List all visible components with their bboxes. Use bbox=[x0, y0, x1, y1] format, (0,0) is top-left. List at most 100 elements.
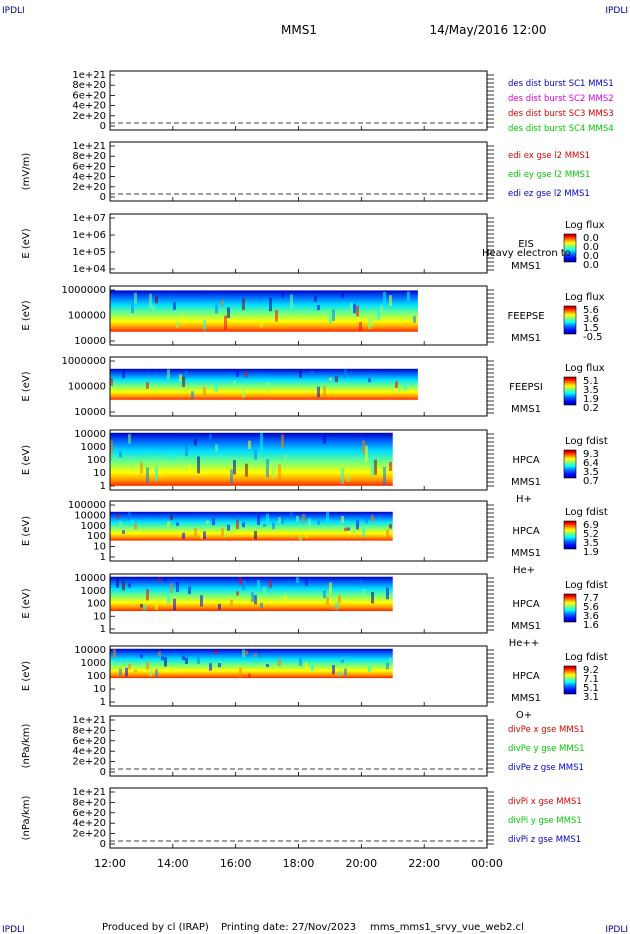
y-tick-label: 100000 bbox=[68, 311, 106, 322]
instrument-label: EIS bbox=[518, 239, 534, 250]
colorbar-title: Log fdist bbox=[565, 580, 608, 591]
spectrogram-cell bbox=[245, 650, 248, 655]
spectrogram-cell bbox=[275, 310, 278, 322]
spectrogram-cell bbox=[242, 580, 245, 591]
spectrogram-cell bbox=[134, 669, 137, 673]
y-tick-label: 4e+20 bbox=[72, 172, 106, 183]
spectrogram-cell bbox=[260, 432, 263, 451]
corner-label-bottom-right: IPDLI bbox=[605, 925, 628, 934]
colorbar-value: 3.6 bbox=[583, 314, 599, 325]
y-tick-label: 2e+20 bbox=[72, 757, 106, 768]
panel-4: 1000000 100000 10000 E (eV) Log flux 5.63.61.… bbox=[21, 285, 605, 347]
colorbar-value: 0.0 bbox=[583, 233, 599, 244]
colorbar bbox=[563, 233, 577, 263]
spectrogram-cell bbox=[365, 517, 368, 524]
spectrogram-cell bbox=[344, 369, 347, 378]
spectrogram-cell bbox=[182, 315, 185, 324]
y-tick-label: 1e+06 bbox=[72, 230, 106, 241]
spectrogram-cell bbox=[338, 594, 341, 604]
y-tick-label: 10000 bbox=[74, 573, 106, 584]
spectrogram-cell bbox=[257, 580, 260, 591]
legend-entry: divPe z gse MMS1 bbox=[508, 763, 584, 773]
y-tick-label: 1000 bbox=[81, 658, 106, 669]
spectrogram-cell bbox=[341, 659, 344, 663]
instrument-label: HPCA bbox=[512, 455, 540, 466]
spectrogram-cell bbox=[176, 522, 179, 526]
colorbar-value: 1.5 bbox=[583, 323, 599, 334]
footer-file: mms_mms1_srvy_vue_web2.cl bbox=[370, 922, 524, 933]
spectrogram-cell bbox=[167, 667, 170, 673]
spacecraft-label: MMS1 bbox=[511, 333, 541, 344]
colorbar-value: 1.9 bbox=[583, 547, 599, 558]
spacecraft-label: MMS1 bbox=[511, 621, 541, 632]
y-tick-label: 100000 bbox=[68, 382, 106, 393]
spectrogram-cell bbox=[383, 530, 386, 537]
spectrogram-cell bbox=[350, 302, 353, 312]
spectrogram-cell bbox=[341, 515, 344, 523]
spectrogram-cell bbox=[128, 663, 131, 670]
colorbar-value: 5.1 bbox=[583, 376, 599, 387]
y-axis-label: E (eV) bbox=[21, 371, 32, 401]
y-tick-label: 1e+21 bbox=[72, 715, 106, 726]
footer-printing-date: Printing date: 27/Nov/2023 bbox=[221, 922, 356, 933]
y-tick-label: 1 bbox=[100, 481, 106, 492]
y-tick-label: 100 bbox=[87, 531, 106, 542]
spacecraft-label: MMS1 bbox=[511, 261, 541, 272]
spectrogram-cell bbox=[347, 527, 350, 531]
colorbar-title: Log flux bbox=[565, 363, 605, 374]
spectrogram-cell bbox=[278, 517, 281, 524]
x-tick-label: 18:00 bbox=[283, 857, 315, 870]
y-axis-label: E (eV) bbox=[21, 300, 32, 330]
spectrogram-cell bbox=[191, 391, 194, 399]
species-label: He+ bbox=[513, 565, 535, 576]
spectrogram-cell bbox=[329, 377, 332, 381]
legend-entry: des dist burst SC2 MMS2 bbox=[508, 94, 614, 104]
spectrogram-cell bbox=[413, 316, 416, 323]
spectrogram-cell bbox=[218, 663, 221, 668]
corner-label-bottom-left: IPDLI bbox=[2, 925, 25, 934]
legend-entry: edi ez gse l2 MMS1 bbox=[508, 189, 590, 199]
spectrogram-cell bbox=[281, 434, 284, 448]
colorbar-value: 0.7 bbox=[583, 476, 599, 487]
panel-6: 10000 1000 100 10 1 E (eV) Log fdist 9.36.43.50… bbox=[21, 429, 608, 505]
colorbar-value: -0.5 bbox=[583, 332, 603, 343]
colorbar-value: 0.0 bbox=[583, 251, 599, 262]
spectrogram-cell bbox=[194, 528, 197, 537]
spectrogram-cell bbox=[332, 309, 335, 321]
spectrogram-cell bbox=[317, 386, 320, 398]
y-tick-label: 2e+20 bbox=[72, 111, 106, 122]
y-tick-label: 0 bbox=[100, 767, 106, 778]
x-tick-label: 14:00 bbox=[157, 857, 189, 870]
spectrogram-cell bbox=[215, 444, 218, 452]
y-tick-label: 1000000 bbox=[61, 285, 106, 296]
spectrogram-cell bbox=[296, 577, 299, 584]
colorbar-value: 6.4 bbox=[583, 458, 599, 469]
spectrogram-cell bbox=[386, 662, 389, 670]
spectrogram-cell bbox=[266, 459, 269, 478]
spectrogram-cell bbox=[323, 385, 326, 397]
spectrogram-cell bbox=[245, 370, 248, 378]
colorbar-value: 5.2 bbox=[583, 529, 599, 540]
instrument-label: HPCA bbox=[512, 526, 540, 537]
spectrogram-cell bbox=[359, 321, 362, 331]
colorbar-value: 5.6 bbox=[583, 305, 599, 316]
spectrogram-cell bbox=[242, 298, 245, 311]
corner-label-top-right: IPDLI bbox=[605, 6, 628, 16]
spectrogram-cell bbox=[176, 582, 179, 592]
spectrogram-cell bbox=[170, 583, 173, 593]
y-axis-label: E (eV) bbox=[21, 445, 32, 475]
y-tick-label: 1 bbox=[100, 624, 106, 635]
spectrogram-cell bbox=[296, 515, 299, 522]
spectrogram-cell bbox=[206, 520, 209, 524]
spectrogram-band bbox=[110, 432, 393, 486]
spectrogram-cell bbox=[371, 315, 374, 327]
legend-entry: edi ex gse l2 MMS1 bbox=[508, 151, 590, 161]
colorbar-value: 6.9 bbox=[583, 520, 599, 531]
spectrogram-cell bbox=[272, 522, 275, 530]
y-axis-label: (nPa/km) bbox=[21, 796, 32, 841]
spectrogram-cell bbox=[224, 315, 227, 330]
spectrogram-cell bbox=[143, 605, 146, 611]
spectrogram-cell bbox=[356, 520, 359, 530]
spectrogram-cell bbox=[131, 519, 134, 524]
